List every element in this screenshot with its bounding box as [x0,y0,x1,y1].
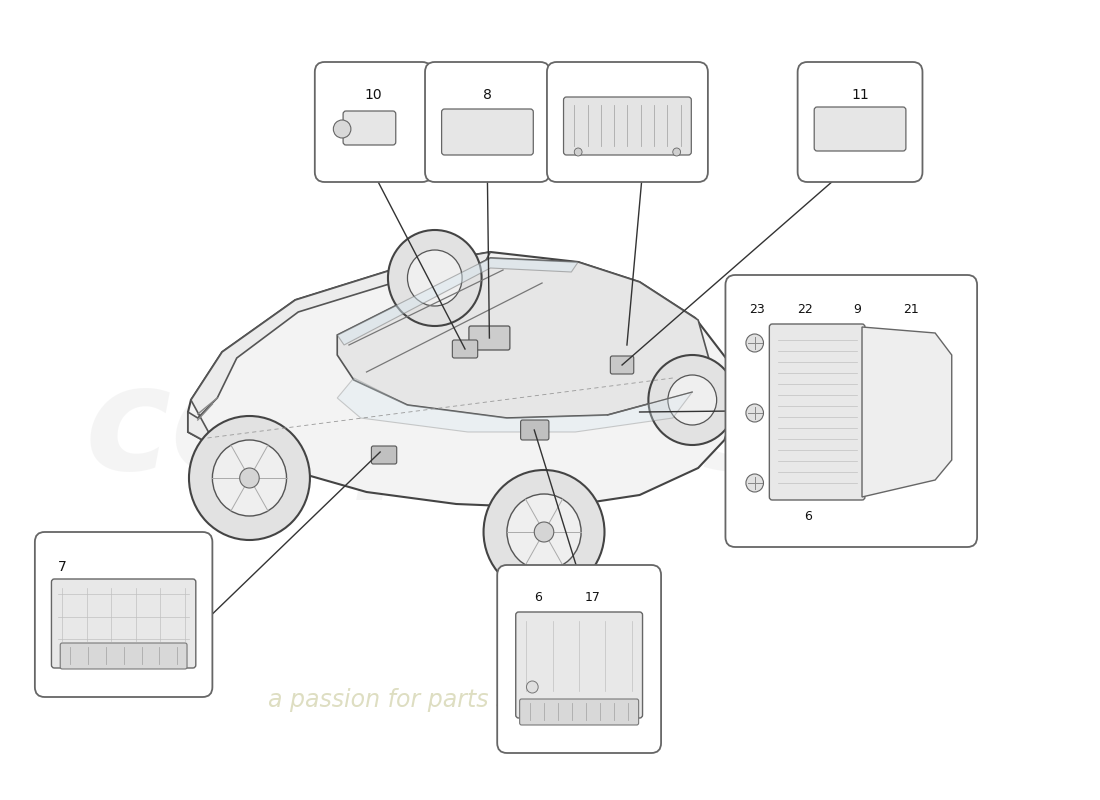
Text: 6: 6 [535,591,542,604]
Text: a passion for parts since 1985: a passion for parts since 1985 [268,688,625,712]
Circle shape [240,468,260,488]
Circle shape [212,440,286,516]
Circle shape [484,470,605,594]
FancyBboxPatch shape [469,326,510,350]
Text: 22: 22 [798,303,813,316]
FancyBboxPatch shape [519,699,639,725]
Text: 8: 8 [483,88,492,102]
Circle shape [407,250,462,306]
FancyBboxPatch shape [610,356,634,374]
Text: 23: 23 [749,303,764,316]
Text: 11: 11 [851,88,869,102]
Text: cosparts: cosparts [85,359,790,501]
FancyBboxPatch shape [725,275,977,547]
Polygon shape [338,258,710,418]
FancyBboxPatch shape [516,612,642,718]
FancyBboxPatch shape [60,643,187,669]
FancyBboxPatch shape [425,62,550,182]
Polygon shape [188,252,737,508]
FancyBboxPatch shape [814,107,906,151]
FancyBboxPatch shape [452,340,477,358]
Text: 10: 10 [364,88,382,102]
Circle shape [648,355,736,445]
FancyBboxPatch shape [520,420,549,440]
Text: 9: 9 [854,303,861,316]
Circle shape [668,375,717,425]
FancyBboxPatch shape [798,62,923,182]
FancyBboxPatch shape [547,62,708,182]
Text: 6: 6 [804,510,812,523]
Circle shape [746,334,763,352]
Polygon shape [188,252,491,448]
Text: 21: 21 [903,303,918,316]
Circle shape [574,148,582,156]
FancyBboxPatch shape [563,97,691,155]
FancyBboxPatch shape [315,62,432,182]
Circle shape [746,474,763,492]
FancyBboxPatch shape [35,532,212,697]
FancyBboxPatch shape [769,324,865,500]
Polygon shape [338,258,579,345]
FancyBboxPatch shape [497,565,661,753]
FancyBboxPatch shape [52,579,196,668]
Circle shape [673,148,681,156]
Circle shape [388,230,482,326]
Circle shape [333,120,351,138]
Polygon shape [862,327,951,497]
FancyBboxPatch shape [343,111,396,145]
Circle shape [507,494,581,570]
Polygon shape [338,378,692,432]
Text: 7: 7 [58,560,67,574]
FancyBboxPatch shape [441,109,534,155]
Circle shape [189,416,310,540]
Circle shape [527,681,538,693]
Text: 17: 17 [585,591,601,604]
Circle shape [746,404,763,422]
FancyBboxPatch shape [372,446,397,464]
Circle shape [535,522,553,542]
